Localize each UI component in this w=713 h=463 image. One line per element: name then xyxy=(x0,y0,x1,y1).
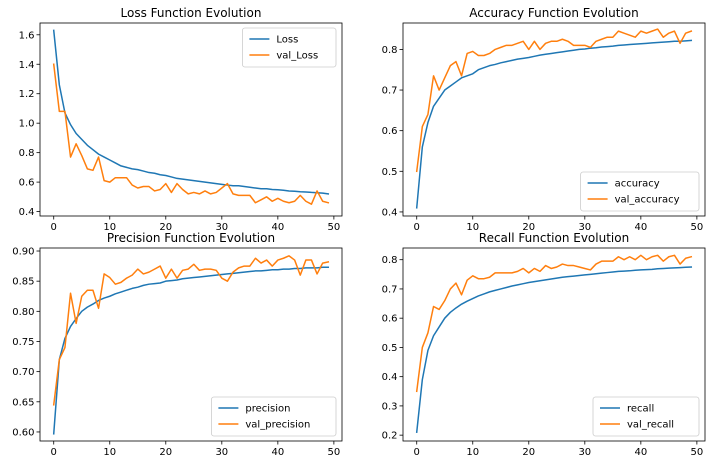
x-tick-label: 30 xyxy=(215,447,228,458)
y-tick-label: 0.4 xyxy=(19,207,35,218)
series-line-accuracy xyxy=(415,39,693,209)
y-tick-label: 0.7 xyxy=(382,284,398,295)
x-tick-label: 10 xyxy=(466,222,479,233)
legend-box xyxy=(210,396,337,437)
chart-title: Loss Function Evolution xyxy=(121,6,262,20)
legend-label-recall: recall xyxy=(627,404,654,415)
x-tick-label: 10 xyxy=(103,447,116,458)
legend-label-val_recall: val_recall xyxy=(627,420,674,431)
axes-frame xyxy=(39,247,343,442)
x-tick-label: 40 xyxy=(634,447,647,458)
series-line-val_Loss xyxy=(52,63,330,205)
x-tick-label: 20 xyxy=(159,222,172,233)
y-tick-label: 0.8 xyxy=(382,255,398,266)
y-tick-label: 0.65 xyxy=(12,397,34,408)
subplot-precision: Precision Function Evolution 0 10 20 30 40 50… xyxy=(12,231,343,458)
y-tick-label: 1.2 xyxy=(19,89,35,100)
x-tick-label: 30 xyxy=(578,222,591,233)
y-tick-label: 0.90 xyxy=(12,247,34,258)
y-tick-label: 0.6 xyxy=(382,314,398,325)
x-tick-label: 40 xyxy=(634,222,647,233)
y-tick-label: 0.80 xyxy=(12,307,34,318)
legend-label-accuracy: accuracy xyxy=(615,179,660,190)
legend-box xyxy=(592,396,700,437)
x-tick-label: 20 xyxy=(522,447,535,458)
y-tick-label: 0.6 xyxy=(382,126,398,137)
series-line-recall xyxy=(415,266,693,434)
x-tick-label: 0 xyxy=(51,447,57,458)
legend: recall val_recall xyxy=(592,396,700,437)
legend-label-Loss: Loss xyxy=(276,35,298,46)
y-tick-label: 0.75 xyxy=(12,337,34,348)
chart-title: Recall Function Evolution xyxy=(479,231,629,245)
series-line-Loss xyxy=(52,29,330,195)
y-tick-label: 1.4 xyxy=(19,60,35,71)
y-tick-label: 0.6 xyxy=(19,178,35,189)
legend: Loss val_Loss xyxy=(241,27,337,68)
y-tick-label: 0.4 xyxy=(382,372,398,383)
x-tick-label: 0 xyxy=(414,222,420,233)
x-tick-label: 50 xyxy=(328,222,341,233)
y-tick-label: 0.7 xyxy=(382,86,398,97)
axes-frame xyxy=(39,22,343,217)
x-tick-label: 50 xyxy=(691,222,704,233)
legend-label-val_precision: val_precision xyxy=(245,420,310,431)
y-tick-label: 1.0 xyxy=(19,119,35,130)
x-tick-label: 50 xyxy=(691,447,704,458)
x-tick-label: 10 xyxy=(466,447,479,458)
y-tick-label: 0.2 xyxy=(382,431,398,442)
legend: accuracy val_accuracy xyxy=(580,171,700,212)
x-tick-label: 30 xyxy=(578,447,591,458)
chart-title: Accuracy Function Evolution xyxy=(469,6,638,20)
y-tick-label: 0.8 xyxy=(382,45,398,56)
legend-label-val_accuracy: val_accuracy xyxy=(615,195,680,206)
series-line-val_accuracy xyxy=(415,28,693,173)
subplot-recall: Recall Function Evolution 0 10 20 30 40 50 0.2… xyxy=(382,231,706,458)
x-tick-label: 10 xyxy=(103,222,116,233)
x-tick-label: 20 xyxy=(522,222,535,233)
subplot-loss: Loss Function Evolution 0 10 20 30 40 50 0.4 0.… xyxy=(19,6,343,233)
series-line-val_recall xyxy=(415,254,693,393)
y-tick-label: 0.4 xyxy=(382,207,398,218)
x-tick-label: 40 xyxy=(271,222,284,233)
y-tick-label: 1.6 xyxy=(19,30,35,41)
legend-label-val_Loss: val_Loss xyxy=(276,51,318,62)
y-tick-label: 0.3 xyxy=(382,401,398,412)
legend: precision val_precision xyxy=(210,396,337,437)
axes-frame xyxy=(402,247,706,442)
y-tick-label: 0.8 xyxy=(19,148,35,159)
x-tick-label: 50 xyxy=(328,447,341,458)
subplot-accuracy: Accuracy Function Evolution 0 10 20 30 40 50 0… xyxy=(382,6,706,233)
legend-box xyxy=(241,27,337,68)
y-tick-label: 0.85 xyxy=(12,277,34,288)
axes-frame xyxy=(402,22,706,217)
y-tick-label: 0.5 xyxy=(382,343,398,354)
x-tick-label: 30 xyxy=(215,222,228,233)
y-tick-label: 0.70 xyxy=(12,367,34,378)
legend-box xyxy=(580,171,700,212)
x-tick-label: 40 xyxy=(271,447,284,458)
x-tick-label: 20 xyxy=(159,447,172,458)
chart-title: Precision Function Evolution xyxy=(107,231,275,245)
legend-label-precision: precision xyxy=(245,404,290,415)
y-tick-label: 0.60 xyxy=(12,427,34,438)
series-line-val_precision xyxy=(52,255,330,406)
y-tick-label: 0.5 xyxy=(382,167,398,178)
x-tick-label: 0 xyxy=(51,222,57,233)
x-tick-label: 0 xyxy=(414,447,420,458)
